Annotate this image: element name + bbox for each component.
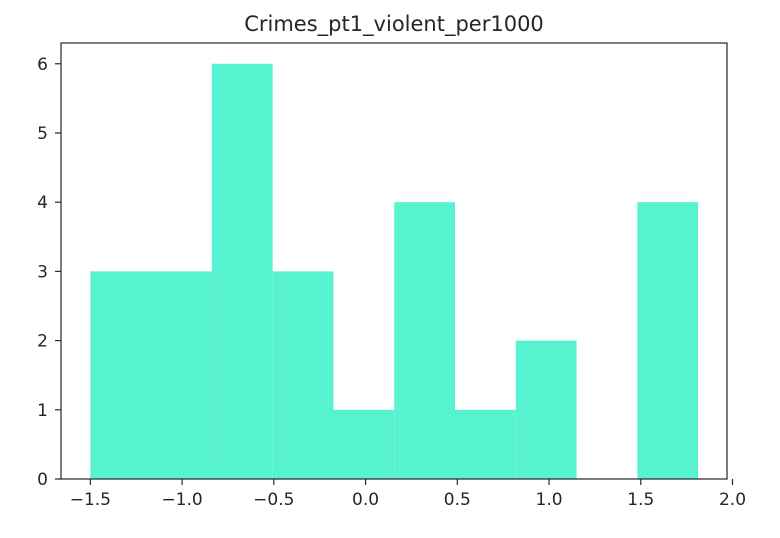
y-axis: 0 1 2 3 4 5 6: [37, 55, 61, 490]
x-tick-label: 2.0: [719, 490, 746, 510]
histogram-bar-1: [90, 271, 212, 479]
y-tick-label: 0: [37, 470, 48, 490]
histogram-bar-4: [333, 409, 395, 479]
plot-frame: [60, 42, 728, 480]
histogram-bar-2: [211, 63, 273, 480]
y-tick-label: 2: [37, 332, 48, 352]
bars-group: [90, 63, 699, 480]
y-tick-label: 4: [37, 193, 48, 213]
x-tick-label: 0.5: [444, 490, 471, 510]
y-tick-label: 3: [37, 262, 48, 282]
histogram-bar-3: [272, 271, 334, 479]
histogram-bar-5: [394, 202, 456, 479]
histogram-bar-6: [455, 409, 516, 479]
x-tick-label: −0.5: [253, 490, 294, 510]
histogram-bar-7: [515, 340, 577, 479]
x-axis: −1.5 −1.0 −0.5 0.0 0.5 1.0 1.5 2.0: [70, 479, 746, 510]
histogram-bar-9: [637, 202, 699, 479]
x-tick-label: 0.0: [352, 490, 379, 510]
x-tick-label: −1.5: [70, 490, 111, 510]
y-tick-label: 5: [37, 124, 48, 144]
y-tick-label: 6: [37, 55, 48, 75]
x-tick-label: 1.0: [536, 490, 563, 510]
y-tick-label: 1: [37, 401, 48, 421]
x-tick-label: −1.0: [161, 490, 202, 510]
x-tick-label: 1.5: [627, 490, 654, 510]
chart-title: Crimes_pt1_violent_per1000: [244, 12, 544, 37]
